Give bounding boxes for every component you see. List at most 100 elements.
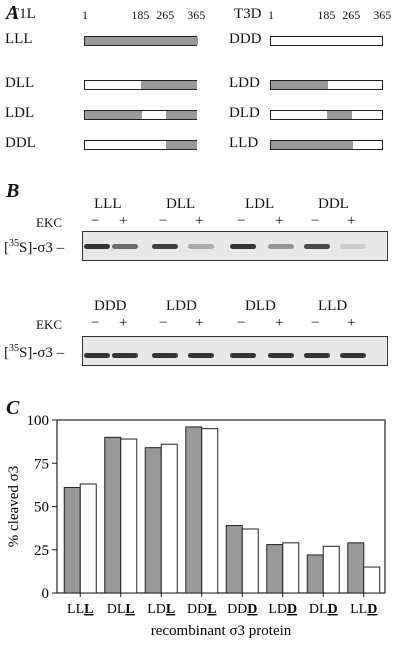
x-tick-label-suffix: D	[247, 602, 257, 617]
x-tick-label-prefix: DL	[309, 602, 328, 617]
construct-bar	[270, 36, 383, 46]
construct-label: LDL	[5, 105, 35, 121]
x-tick-label-prefix: LL	[67, 602, 84, 617]
bar	[120, 438, 138, 594]
bar	[241, 528, 259, 594]
sample-label: DDL	[318, 196, 349, 212]
gel-band	[84, 353, 110, 358]
sample-label: LLL	[94, 196, 122, 212]
construct-label: DDD	[229, 31, 262, 47]
ekc-label: EKC	[36, 317, 62, 332]
minus-sign: −	[91, 315, 100, 331]
bar	[104, 436, 122, 594]
minus-sign: −	[237, 315, 246, 331]
minus-sign: −	[159, 315, 168, 331]
construct-bar	[270, 80, 383, 90]
sample-label: DLL	[166, 196, 196, 212]
x-tick-label-prefix: LL	[350, 602, 367, 617]
x-tick-label-prefix: DD	[227, 602, 247, 617]
x-tick-label: LDL	[147, 602, 175, 617]
construct-label: LDD	[229, 75, 260, 91]
x-tick-label-suffix: L	[84, 602, 93, 617]
x-axis-label: recombinant σ3 protein	[151, 623, 292, 639]
x-tick-label-suffix: L	[125, 602, 134, 617]
minus-sign: −	[311, 213, 320, 229]
bar	[266, 544, 284, 594]
minus-sign: −	[311, 315, 320, 331]
s35-sigma3-marker: [35S]-σ3 –	[4, 238, 65, 256]
position-tick-label: 365	[373, 8, 392, 22]
minus-sign: −	[159, 213, 168, 229]
panel-c-letter: C	[6, 397, 20, 419]
position-tick-label: 265	[342, 8, 361, 22]
bar	[282, 542, 300, 594]
construct-label: LLL	[5, 31, 33, 47]
bar	[322, 545, 340, 594]
gray-segment	[327, 111, 352, 119]
gel-band	[188, 353, 214, 358]
gel-band	[304, 244, 330, 249]
position-tick-label: 365	[187, 8, 206, 22]
y-axis-label: % cleaved σ3	[6, 466, 22, 547]
construct-bar	[270, 140, 383, 150]
construct-label: LLD	[229, 135, 259, 151]
plus-sign: +	[275, 213, 284, 229]
sample-label: LLD	[318, 298, 348, 314]
gel-band	[112, 353, 138, 358]
gel-band	[152, 353, 178, 358]
gray-segment	[165, 141, 197, 149]
x-tick-label-suffix: L	[166, 602, 175, 617]
y-tick-label: 0	[42, 586, 50, 602]
minus-sign: −	[237, 213, 246, 229]
gel-band	[152, 244, 178, 249]
sample-label: LDD	[166, 298, 197, 314]
x-tick-label-suffix: L	[207, 602, 216, 617]
position-tick-label: 185	[317, 8, 336, 22]
gel-band	[230, 244, 256, 249]
minus-sign: −	[91, 213, 100, 229]
bar	[79, 483, 97, 594]
bar	[185, 426, 203, 594]
gray-segment	[141, 81, 197, 89]
panel-a-letter: A	[6, 2, 20, 24]
x-tick-label-prefix: DL	[107, 602, 126, 617]
construct-bar	[84, 140, 197, 150]
construct-label: DDL	[5, 135, 36, 151]
bar	[306, 554, 324, 594]
construct-bar	[270, 110, 383, 120]
position-tick-label: 265	[156, 8, 175, 22]
strain-label: T1L	[10, 6, 36, 22]
x-tick-label: DDD	[227, 602, 257, 617]
gel-image	[82, 231, 388, 261]
position-tick-label: 185	[131, 8, 150, 22]
plus-sign: +	[195, 315, 204, 331]
x-tick-label: DLL	[107, 602, 135, 617]
position-tick-label: 1	[268, 8, 274, 22]
x-tick-label-suffix: D	[367, 602, 377, 617]
construct-bar	[84, 36, 198, 46]
x-tick-label-suffix: D	[328, 602, 338, 617]
gray-segment	[85, 111, 143, 119]
y-tick-label: 100	[27, 413, 50, 429]
gel-band	[340, 244, 366, 249]
position-tick-label: 1	[82, 8, 88, 22]
y-tick-label: 50	[34, 500, 49, 516]
plus-sign: +	[275, 315, 284, 331]
x-tick-label-prefix: LD	[268, 602, 287, 617]
x-tick-label: DLD	[309, 602, 338, 617]
gray-segment	[165, 111, 197, 119]
construct-bar	[84, 80, 197, 90]
x-tick-label: LLL	[67, 602, 93, 617]
plus-sign: +	[195, 213, 204, 229]
y-tick-label: 25	[34, 543, 49, 559]
sample-label: DDD	[94, 298, 127, 314]
bar	[63, 486, 81, 594]
gel-band	[268, 244, 294, 249]
sample-label: DLD	[245, 298, 276, 314]
x-tick-label-suffix: D	[287, 602, 297, 617]
gel-band	[340, 353, 366, 358]
bar	[225, 525, 243, 594]
gel-band	[304, 353, 330, 358]
gel-band	[230, 353, 256, 358]
x-tick-label-prefix: DD	[187, 602, 207, 617]
